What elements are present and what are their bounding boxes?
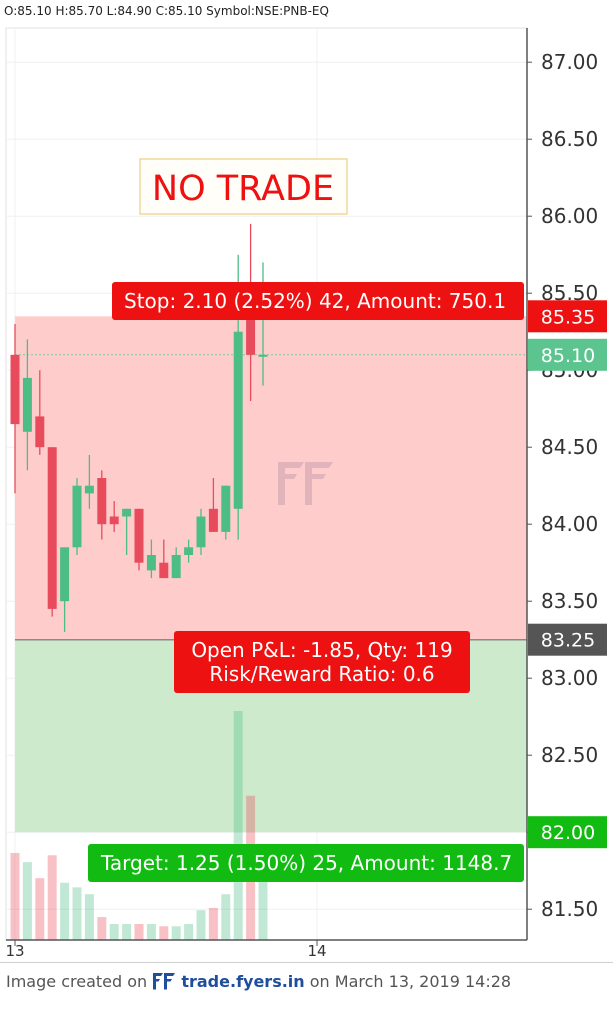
y-tick-label: 82.50 [541,743,598,767]
volume-bar [35,878,45,940]
volume-bar [109,923,119,940]
candle-body [159,562,169,579]
candle-body [109,516,119,525]
volume-bar [258,873,268,940]
volume-bar [159,926,169,940]
entry-price-badge-bg [528,623,607,656]
volume-bar [221,894,231,940]
footer-suffix: on March 13, 2019 14:28 [309,972,512,991]
stop-price-badge: 85.35 [541,306,595,328]
footer-prefix: Image created on [6,972,148,991]
footer: Image created on trade.fyers.in on March… [6,972,511,994]
candle-body [146,555,156,571]
candle-body [258,354,268,357]
volume-bar [122,923,132,940]
y-tick-label: 83.50 [541,589,598,613]
volume-bar [196,910,206,940]
pnl-box-bg [174,631,470,693]
candle-body [221,485,231,532]
volume-bar [134,923,144,940]
target-price-badge: 82.00 [541,822,595,844]
volume-bar [72,887,82,940]
stop-zone [15,316,527,640]
candle-body [22,377,32,432]
last-price-badge-bg [528,338,607,371]
position-zones [15,316,527,833]
target-price-badge-bg [528,816,607,849]
volume-bar [47,855,57,940]
y-tick-label: 83.00 [541,666,598,690]
risk-reward-label: Risk/Reward Ratio: 0.6 [209,662,434,686]
fyers-logo-icon [152,972,176,994]
candlestick-chart[interactable]: 87.0086.5086.0085.5085.0084.5084.0083.50… [0,0,613,962]
volume-bar [84,894,94,940]
candle-body [10,354,20,425]
y-tick-label: 87.00 [541,50,598,74]
volume-bar [184,923,194,940]
volume-bar [171,926,181,940]
candle-body [134,508,144,563]
volume-bar [146,923,156,940]
volume-bar [97,917,107,940]
footer-site-link[interactable]: trade.fyers.in [181,972,305,991]
candles [10,223,268,632]
x-tick-label: 13 [5,942,24,960]
target-label: Target: 1.25 (1.50%) 25, Amount: 1148.7 [100,851,512,875]
volume-bar [10,852,20,940]
candle-body [184,547,194,555]
x-tick-label: 14 [307,942,326,960]
candle-body [60,547,70,602]
candle-body [196,516,206,548]
candle-body [35,416,45,448]
position-overlay: 85.35 85.10 83.25 82.00 Stop: 2.10 (2.52%) 4… [88,158,607,882]
candle-body [246,316,256,355]
volume-bar [22,862,32,940]
annotation-box [139,158,348,215]
stop-label-bg [112,282,524,320]
y-tick-label: 81.50 [541,897,598,921]
footer-divider [0,962,613,963]
y-tick-label: 84.50 [541,435,598,459]
volume-bar [208,907,218,940]
candle-body [233,331,243,509]
y-tick-label: 84.00 [541,512,598,536]
entry-price-badge: 83.25 [541,630,595,652]
candle-body [122,508,132,517]
volume-bar [60,882,70,940]
stop-price-badge-bg [528,300,607,333]
y-tick-label: 86.00 [541,204,598,228]
candle-body [171,555,181,579]
candle-body [97,478,107,525]
ohlc-header: O:85.10 H:85.70 L:84.90 C:85.10 Symbol:N… [4,4,329,18]
candle-body [47,447,57,609]
target-label-bg [88,844,524,882]
last-price-badge: 85.10 [541,345,595,367]
no-trade-annotation: NO TRADE [152,169,334,209]
candle-body [72,485,82,548]
fyers-watermark-logo [278,462,333,505]
candle-body [208,508,218,532]
volume-bar [233,711,243,940]
stop-label: Stop: 2.10 (2.52%) 42, Amount: 750.1 [124,289,506,313]
open-pnl-label: Open P&L: -1.85, Qty: 119 [191,638,452,662]
candle-body [84,485,94,494]
y-tick-label: 86.50 [541,127,598,151]
